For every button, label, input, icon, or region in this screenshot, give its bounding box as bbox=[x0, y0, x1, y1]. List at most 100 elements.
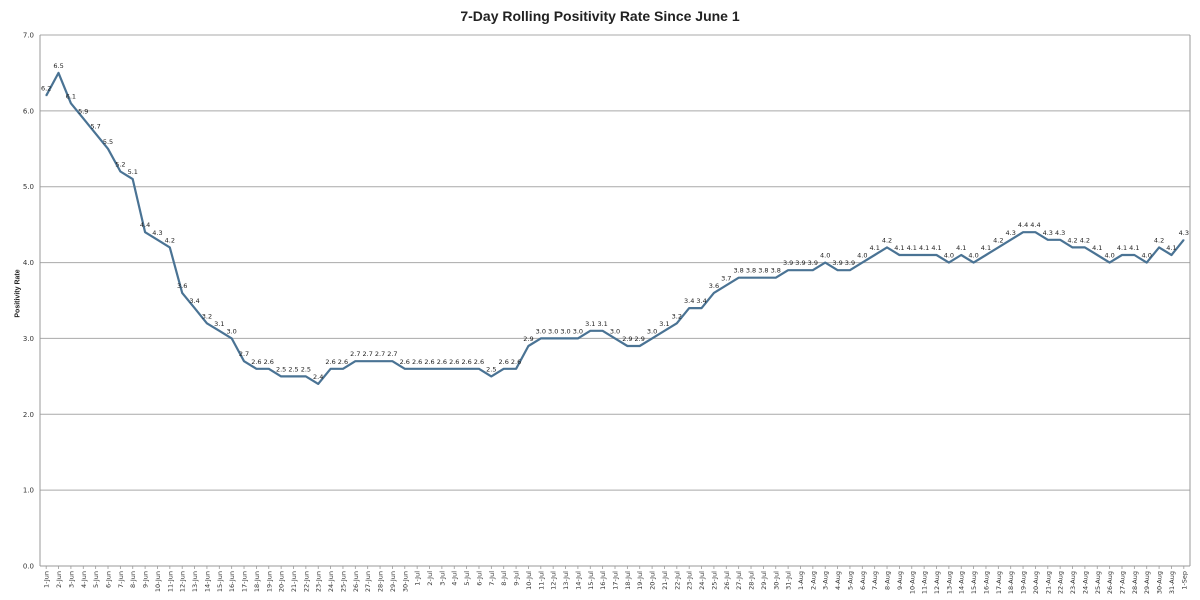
data-point bbox=[676, 322, 678, 324]
x-tick-label: 31-Jul bbox=[785, 571, 793, 590]
x-tick-label: 7-Jul bbox=[488, 571, 496, 586]
data-point bbox=[268, 368, 270, 370]
data-label: 3.4 bbox=[189, 297, 199, 305]
data-point bbox=[725, 284, 727, 286]
y-tick-label: 1.0 bbox=[23, 487, 34, 495]
data-point bbox=[564, 337, 567, 340]
data-point bbox=[466, 368, 468, 370]
data-label: 6.5 bbox=[53, 62, 63, 70]
data-point bbox=[614, 337, 616, 340]
data-point bbox=[441, 368, 443, 370]
data-label: 4.3 bbox=[1006, 229, 1016, 237]
x-tick-label: 22-Aug bbox=[1057, 571, 1065, 594]
x-tick-label: 14-Jun bbox=[203, 571, 211, 592]
x-tick-label: 8-Jul bbox=[500, 571, 508, 586]
data-point bbox=[329, 368, 332, 370]
data-point bbox=[367, 360, 369, 362]
data-point bbox=[132, 178, 134, 180]
data-label: 3.6 bbox=[177, 282, 187, 290]
x-tick-label: 29-Jul bbox=[760, 571, 768, 590]
data-label: 3.4 bbox=[696, 297, 706, 305]
x-tick-label: 15-Jul bbox=[587, 571, 595, 590]
data-label: 4.2 bbox=[993, 236, 1003, 244]
data-label: 5.9 bbox=[78, 107, 88, 115]
x-tick-label: 8-Jun bbox=[129, 571, 137, 588]
data-label: 4.0 bbox=[944, 252, 954, 260]
data-point bbox=[1071, 246, 1074, 248]
data-point bbox=[1096, 254, 1098, 256]
data-point bbox=[861, 261, 863, 264]
x-tick-label: 1-Jul bbox=[414, 571, 422, 586]
data-point bbox=[577, 337, 579, 340]
y-tick-label: 2.0 bbox=[23, 411, 34, 419]
data-label: 3.9 bbox=[808, 259, 818, 267]
data-point bbox=[354, 360, 356, 362]
data-point bbox=[169, 246, 171, 248]
data-label: 4.1 bbox=[1092, 244, 1102, 252]
x-tick-label: 13-Jul bbox=[562, 571, 570, 590]
data-label: 4.4 bbox=[1018, 221, 1028, 229]
data-point bbox=[119, 170, 121, 173]
data-point bbox=[960, 254, 962, 256]
data-label: 2.5 bbox=[276, 365, 286, 373]
data-label: 6.2 bbox=[41, 85, 51, 93]
data-label: 2.6 bbox=[474, 358, 484, 366]
data-label: 4.1 bbox=[907, 244, 917, 252]
data-label: 3.0 bbox=[226, 327, 236, 335]
data-label: 4.3 bbox=[152, 229, 162, 237]
data-point bbox=[836, 269, 839, 271]
x-tick-label: 1-Sep bbox=[1180, 571, 1188, 590]
data-point bbox=[57, 72, 60, 74]
x-tick-label: 31-Aug bbox=[1168, 571, 1176, 594]
data-label: 4.1 bbox=[981, 244, 991, 252]
x-tick-label: 7-Aug bbox=[871, 571, 879, 590]
x-tick-label: 16-Jul bbox=[599, 571, 607, 590]
data-point bbox=[342, 368, 344, 370]
data-label: 3.1 bbox=[585, 320, 595, 328]
data-label: 2.7 bbox=[387, 350, 397, 358]
x-tick-label: 21-Aug bbox=[1044, 571, 1052, 594]
data-point bbox=[206, 322, 208, 324]
data-label: 2.7 bbox=[239, 350, 249, 358]
data-point bbox=[799, 269, 802, 271]
x-tick-label: 18-Jun bbox=[253, 571, 261, 592]
data-point bbox=[1121, 254, 1123, 256]
x-tick-label: 10-Jul bbox=[525, 571, 533, 590]
data-label: 5.5 bbox=[103, 138, 113, 146]
x-tick-label: 11-Aug bbox=[921, 571, 929, 594]
chart-title: 7-Day Rolling Positivity Rate Since June… bbox=[460, 8, 740, 24]
data-point bbox=[1034, 231, 1037, 233]
data-label: 3.8 bbox=[733, 267, 743, 275]
data-label: 4.4 bbox=[140, 221, 150, 229]
x-tick-label: 12-Jul bbox=[550, 571, 558, 590]
data-point bbox=[280, 375, 282, 377]
data-label: 5.7 bbox=[90, 123, 100, 131]
data-label: 6.1 bbox=[66, 92, 76, 100]
data-point bbox=[478, 368, 480, 370]
data-label: 2.7 bbox=[350, 350, 360, 358]
data-point bbox=[589, 330, 591, 332]
data-label: 2.6 bbox=[449, 358, 459, 366]
data-label: 3.9 bbox=[783, 259, 793, 267]
x-tick-label: 27-Aug bbox=[1118, 571, 1126, 594]
data-label: 3.0 bbox=[647, 327, 657, 335]
data-label: 3.9 bbox=[845, 259, 855, 267]
x-tick-label: 10-Aug bbox=[908, 571, 916, 594]
data-label: 4.0 bbox=[1142, 252, 1152, 260]
x-tick-label: 27-Jun bbox=[364, 571, 372, 592]
data-point bbox=[626, 345, 628, 347]
x-tick-label: 19-Aug bbox=[1020, 571, 1028, 594]
y-tick-label: 0.0 bbox=[23, 563, 34, 571]
data-point bbox=[527, 345, 530, 347]
data-label: 2.9 bbox=[622, 335, 632, 343]
data-label: 4.1 bbox=[1166, 244, 1176, 252]
x-tick-label: 26-Jun bbox=[352, 571, 360, 592]
x-tick-label: 30-Jun bbox=[401, 571, 409, 592]
data-label: 3.0 bbox=[573, 327, 583, 335]
data-label: 4.1 bbox=[919, 244, 929, 252]
data-label: 5.2 bbox=[115, 161, 125, 169]
data-label: 4.0 bbox=[968, 252, 978, 260]
x-tick-label: 28-Jul bbox=[748, 571, 756, 590]
data-point bbox=[1022, 231, 1024, 233]
